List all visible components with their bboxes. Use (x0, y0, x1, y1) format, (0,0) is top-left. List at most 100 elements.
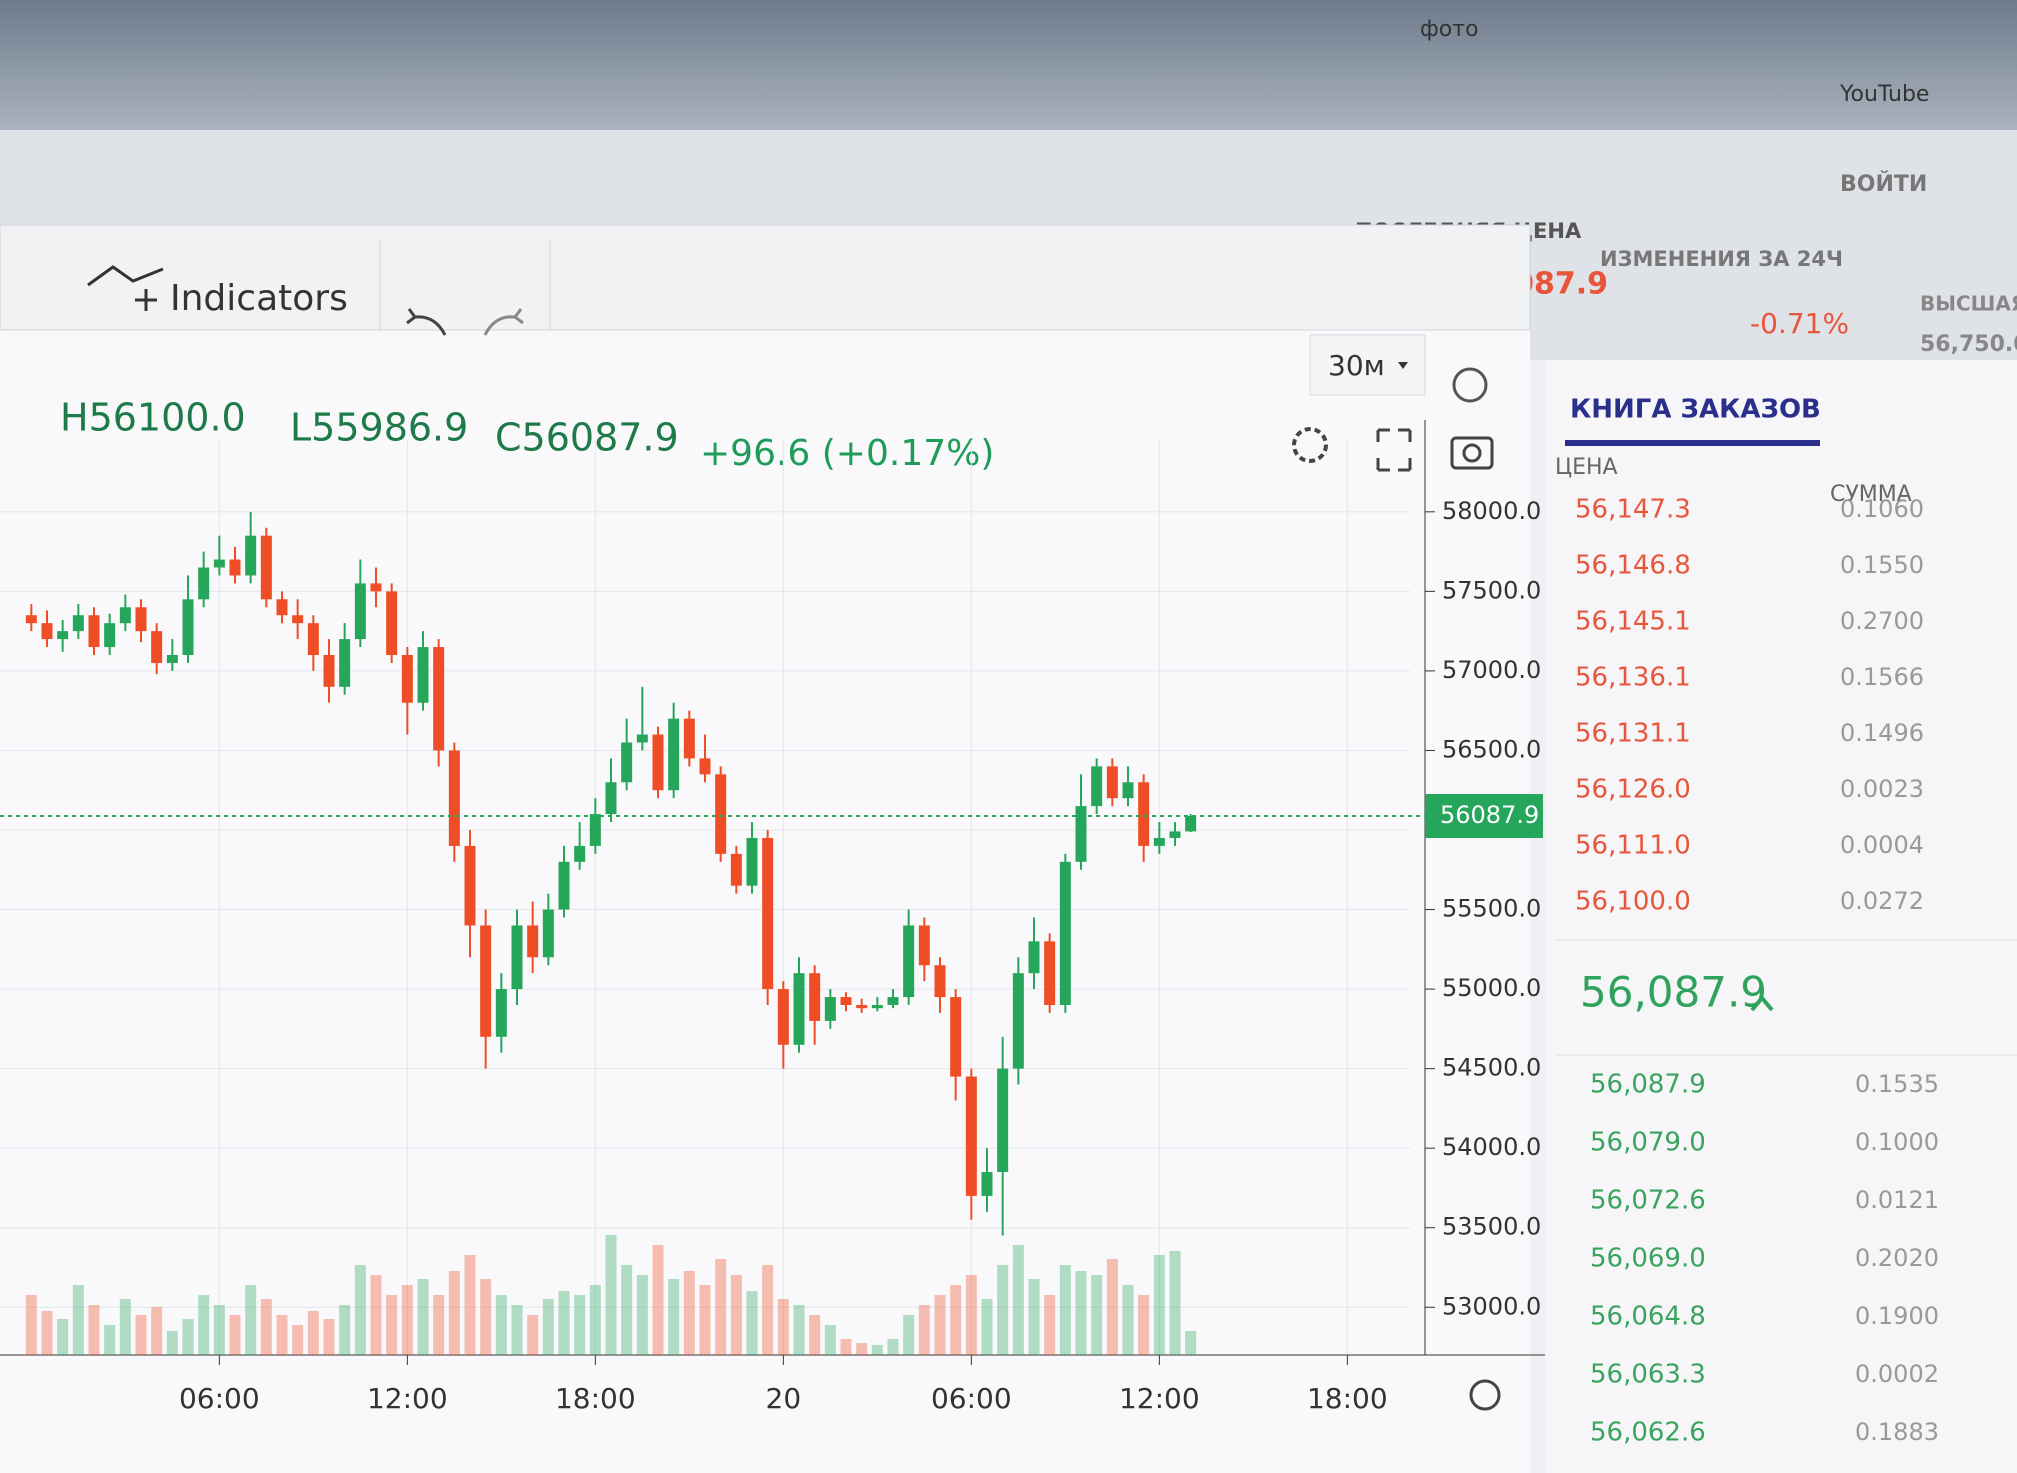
candle-body (762, 837, 774, 990)
login-link[interactable]: ВОЙТИ (1840, 171, 1927, 197)
volume-bar (1169, 1251, 1181, 1355)
bid-price: 56,087.9 (1590, 1070, 1706, 1100)
ask-amount: 0.0004 (1840, 831, 1924, 859)
candle-body (307, 623, 319, 655)
volume-bar (151, 1307, 163, 1355)
volume-bar (57, 1319, 69, 1355)
candle-body (981, 1172, 993, 1196)
dropdown-arrow (1398, 362, 1408, 369)
candle-body (1122, 782, 1134, 799)
candle-body (213, 559, 225, 568)
volume-bar (72, 1285, 84, 1355)
candle-body (57, 631, 69, 640)
volume-bar (809, 1315, 821, 1355)
volume-bar (292, 1325, 304, 1355)
interval-label[interactable]: 30м (1328, 349, 1385, 382)
volume-bar (683, 1271, 695, 1355)
candlestick-chart: H56100.0 L55986.9 C56087.9 +96.6 (+0.17%… (0, 396, 1545, 1415)
candle-body (574, 845, 586, 862)
y-tick-label: 56500.0 (1442, 735, 1541, 763)
redo-button[interactable] (483, 308, 524, 336)
candle-body (151, 631, 163, 663)
candle-body (934, 965, 946, 998)
x-tick-label: 20 (766, 1382, 802, 1415)
undo-button[interactable] (406, 308, 447, 336)
volume-bar (511, 1305, 523, 1355)
volume-bar (1091, 1275, 1103, 1355)
screenshot-button[interactable] (1462, 443, 1482, 463)
ohlc-close: C56087.9 (495, 416, 679, 460)
candle-body (715, 774, 727, 854)
candle-body (1044, 941, 1056, 1005)
ask-amount: 0.1566 (1840, 663, 1924, 691)
candle-body (511, 925, 523, 990)
volume-bar (997, 1265, 1009, 1355)
y-tick-label: 55000.0 (1442, 974, 1541, 1002)
volume-bar (370, 1275, 382, 1355)
candle-body (558, 861, 570, 910)
volume-bar (730, 1275, 742, 1355)
volume-bar (1044, 1295, 1056, 1355)
volume-bar (527, 1315, 539, 1355)
volume-bar (1028, 1279, 1040, 1355)
settings-button[interactable] (1469, 1379, 1501, 1411)
volume-bar (1106, 1259, 1118, 1355)
x-tick-label: 12:00 (367, 1382, 448, 1415)
volume-bar (104, 1325, 116, 1355)
order-book-title[interactable]: КНИГА ЗАКАЗОВ (1570, 395, 1821, 425)
order-book: КНИГА ЗАКАЗОВ ЦЕНА СУММА 56,087.9 56,147… (1555, 395, 2017, 1448)
settings-button[interactable] (1292, 427, 1328, 463)
candle-body (104, 623, 116, 648)
candle-body (903, 925, 915, 998)
x-tick-label: 12:00 (1119, 1382, 1200, 1415)
y-tick-label: 58000.0 (1442, 497, 1541, 525)
ask-price: 56,136.1 (1575, 663, 1691, 693)
volume-bar (558, 1291, 570, 1355)
indicators-icon[interactable] (87, 265, 164, 287)
volume-bar (386, 1295, 398, 1355)
volume-bar (135, 1315, 147, 1355)
candle-body (746, 837, 758, 886)
candle-body (495, 989, 507, 1037)
candle-body (166, 655, 178, 663)
candle-body (1138, 782, 1150, 846)
candle-body (683, 718, 695, 759)
y-tick-label: 57000.0 (1442, 656, 1541, 684)
bookmark[interactable]: YouTube (1839, 82, 1929, 107)
bid-price: 56,062.6 (1590, 1418, 1706, 1448)
candle-body (1185, 816, 1197, 832)
indicators-icon[interactable] (135, 289, 157, 311)
volume-bar (542, 1299, 554, 1355)
chart-toolbar (0, 224, 1531, 331)
candle-body (135, 607, 147, 632)
bid-amount: 0.1535 (1855, 1070, 1939, 1098)
candle-body (386, 591, 398, 655)
indicators-button[interactable]: Indicators (170, 278, 348, 319)
reset-button[interactable] (1452, 367, 1488, 403)
bookmark[interactable]: фото (1420, 17, 1479, 42)
volume-bar (981, 1299, 993, 1355)
order-book-panel (1545, 360, 2017, 1473)
volume-bar (119, 1299, 131, 1355)
volume-bar (1059, 1265, 1071, 1355)
stat-label: ИЗМЕНЕНИЯ ЗА 24Ч (1600, 247, 1843, 271)
fullscreen-button[interactable] (1376, 428, 1412, 472)
volume-bar (574, 1295, 586, 1355)
candle-body (887, 997, 899, 1005)
y-tick-label: 53500.0 (1442, 1213, 1541, 1241)
candle-body (433, 647, 445, 751)
volume-bar (260, 1299, 272, 1355)
screenshot-button[interactable] (1450, 436, 1494, 470)
volume-bar (417, 1279, 429, 1355)
ask-price: 56,147.3 (1575, 495, 1691, 525)
volume-bar (276, 1315, 288, 1355)
browser-bar (0, 0, 2017, 130)
ask-price: 56,100.0 (1575, 887, 1691, 917)
candle-body (1106, 766, 1118, 799)
candle-body (840, 997, 852, 1005)
x-tick-label: 06:00 (179, 1382, 260, 1415)
candle-body (605, 782, 617, 815)
volume-bar (856, 1343, 868, 1355)
volume-bar (840, 1339, 852, 1355)
